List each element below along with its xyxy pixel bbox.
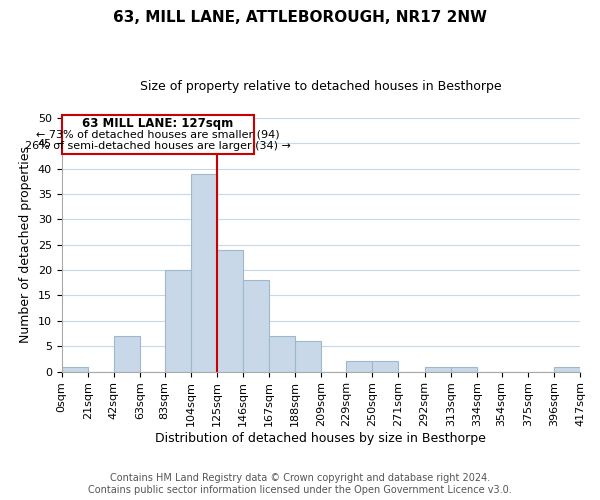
Title: Size of property relative to detached houses in Besthorpe: Size of property relative to detached ho… <box>140 80 502 93</box>
Bar <box>243 280 269 372</box>
Bar <box>346 362 373 372</box>
Bar <box>165 270 191 372</box>
Text: ← 73% of detached houses are smaller (94): ← 73% of detached houses are smaller (94… <box>36 130 280 140</box>
Bar <box>373 362 398 372</box>
Bar <box>114 336 140 372</box>
Text: Contains HM Land Registry data © Crown copyright and database right 2024.
Contai: Contains HM Land Registry data © Crown c… <box>88 474 512 495</box>
Bar <box>62 366 88 372</box>
Bar <box>554 366 580 372</box>
Text: 63, MILL LANE, ATTLEBOROUGH, NR17 2NW: 63, MILL LANE, ATTLEBOROUGH, NR17 2NW <box>113 10 487 25</box>
Bar <box>269 336 295 372</box>
Bar <box>425 366 451 372</box>
Text: 63 MILL LANE: 127sqm: 63 MILL LANE: 127sqm <box>82 118 233 130</box>
Bar <box>217 250 243 372</box>
Bar <box>62 115 254 154</box>
Y-axis label: Number of detached properties: Number of detached properties <box>19 146 32 343</box>
Bar <box>295 341 322 372</box>
Bar <box>191 174 217 372</box>
X-axis label: Distribution of detached houses by size in Besthorpe: Distribution of detached houses by size … <box>155 432 486 445</box>
Bar <box>451 366 477 372</box>
Text: 26% of semi-detached houses are larger (34) →: 26% of semi-detached houses are larger (… <box>25 140 291 150</box>
